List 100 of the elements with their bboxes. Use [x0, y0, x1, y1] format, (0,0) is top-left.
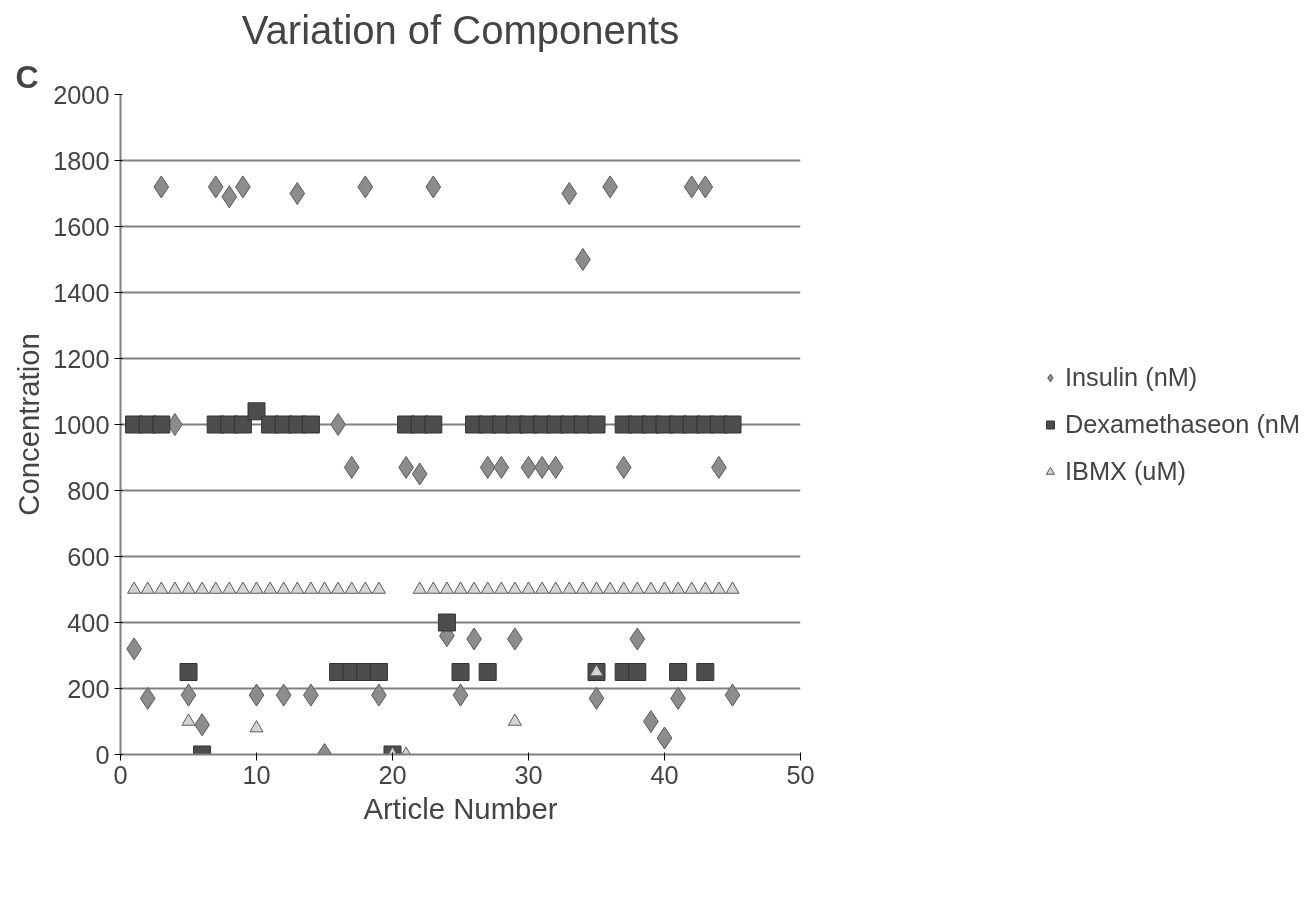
point [290, 581, 305, 594]
y-tick-label: 1200 [53, 344, 110, 373]
text: C [15, 58, 39, 95]
point [453, 581, 468, 594]
y-tick-label: 400 [67, 608, 110, 637]
point [548, 581, 563, 594]
point [479, 455, 496, 479]
y-tick-label: 1800 [53, 146, 110, 175]
point [521, 581, 536, 594]
point [723, 415, 742, 434]
point [629, 627, 646, 651]
point [478, 663, 497, 681]
x-tick-label: 30 [514, 760, 543, 789]
point [697, 175, 714, 199]
point [535, 581, 550, 594]
point [249, 720, 264, 733]
point [181, 581, 196, 594]
point [248, 683, 265, 707]
x-tick-label: 40 [650, 760, 679, 789]
point [235, 581, 250, 594]
point [439, 581, 454, 594]
point [222, 581, 237, 594]
y-tick-label: 1400 [53, 278, 110, 307]
point [317, 581, 332, 594]
point [630, 581, 645, 594]
point [683, 175, 700, 199]
point [589, 581, 604, 594]
point [303, 581, 318, 594]
legend-label: Dexamethaseon (nM [1064, 409, 1301, 439]
point [221, 185, 238, 209]
point [139, 686, 156, 710]
y-tick-label: 800 [67, 476, 110, 505]
y-tick-label: 0 [95, 740, 110, 769]
point [249, 581, 264, 594]
point [494, 581, 509, 594]
point [451, 663, 470, 681]
point [180, 683, 197, 707]
point [195, 581, 210, 594]
point [507, 581, 522, 594]
point [152, 415, 171, 434]
x-axis-title: Article Number [363, 791, 558, 825]
point [711, 581, 726, 594]
x-tick-label: 0 [113, 760, 128, 789]
point [480, 581, 495, 594]
point [153, 175, 170, 199]
y-tick-label: 200 [67, 674, 110, 703]
y-axis-title: Concentration [12, 333, 46, 516]
point [275, 683, 292, 707]
point [684, 581, 699, 594]
point [493, 455, 510, 479]
chart-title: Variation of Components [241, 7, 680, 52]
point [263, 581, 278, 594]
point [412, 581, 427, 594]
point [344, 581, 359, 594]
point [603, 581, 618, 594]
point [208, 581, 223, 594]
point [207, 175, 224, 199]
y-tick-label: 2000 [53, 80, 110, 109]
point [371, 581, 386, 594]
point [127, 581, 142, 594]
point [331, 581, 346, 594]
y-tick-label: 1000 [53, 410, 110, 439]
x-tick-label: 20 [378, 760, 407, 789]
point [671, 581, 686, 594]
point [289, 182, 306, 205]
y-tick-label: 1600 [53, 212, 110, 241]
point [301, 415, 320, 434]
point [233, 415, 252, 434]
point [424, 415, 443, 434]
point [276, 581, 291, 594]
point [724, 683, 741, 707]
point [358, 581, 373, 594]
point [425, 175, 442, 199]
point [179, 663, 198, 681]
point [656, 726, 673, 750]
x-tick-label: 10 [242, 760, 271, 789]
point [696, 663, 715, 681]
point [589, 663, 604, 677]
point [181, 713, 196, 726]
point [561, 182, 578, 205]
point [369, 663, 388, 681]
point [628, 663, 647, 681]
point [154, 581, 169, 594]
point [343, 455, 360, 479]
point [657, 581, 672, 594]
legend-label: IBMX (uM) [1064, 456, 1186, 486]
point [725, 581, 740, 594]
point [698, 581, 713, 594]
legend-label: Insulin (nM) [1064, 362, 1198, 392]
x-tick-label: 50 [786, 760, 815, 789]
point [167, 581, 182, 594]
point [587, 415, 606, 434]
y-tick-label: 600 [67, 542, 110, 571]
point [562, 581, 577, 594]
point [616, 581, 631, 594]
point [669, 663, 688, 681]
point [426, 581, 441, 594]
point [247, 402, 266, 421]
point [437, 613, 456, 632]
point [615, 455, 632, 479]
